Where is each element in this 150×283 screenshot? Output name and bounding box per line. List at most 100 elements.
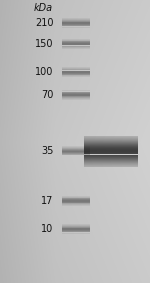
- Bar: [62, 20, 90, 21]
- Bar: [62, 71, 90, 72]
- Bar: [62, 40, 90, 41]
- Bar: [84, 164, 138, 165]
- Bar: [62, 91, 90, 92]
- Bar: [62, 147, 90, 148]
- Bar: [62, 150, 90, 151]
- Bar: [62, 24, 90, 25]
- Bar: [84, 156, 138, 158]
- Bar: [62, 25, 90, 26]
- Bar: [62, 224, 90, 225]
- Bar: [84, 146, 138, 147]
- Bar: [62, 41, 90, 42]
- Bar: [62, 151, 90, 152]
- Bar: [62, 202, 90, 203]
- Bar: [62, 69, 90, 70]
- Bar: [62, 196, 90, 197]
- Bar: [62, 72, 90, 73]
- Bar: [62, 97, 90, 98]
- Bar: [84, 155, 138, 156]
- Bar: [84, 148, 138, 149]
- Bar: [84, 160, 138, 161]
- Bar: [62, 19, 90, 20]
- Bar: [62, 96, 90, 97]
- Bar: [84, 153, 138, 155]
- Bar: [62, 201, 90, 202]
- Text: 17: 17: [41, 196, 53, 206]
- Bar: [62, 197, 90, 198]
- Bar: [84, 161, 138, 162]
- Bar: [84, 140, 138, 141]
- Bar: [62, 148, 90, 149]
- Bar: [84, 137, 138, 138]
- Bar: [62, 98, 90, 99]
- Bar: [62, 22, 90, 23]
- Bar: [84, 143, 138, 144]
- Bar: [62, 204, 90, 205]
- Bar: [62, 200, 90, 201]
- Bar: [62, 47, 90, 48]
- Bar: [62, 154, 90, 155]
- Bar: [62, 43, 90, 44]
- Bar: [62, 228, 90, 229]
- Bar: [62, 226, 90, 227]
- Bar: [62, 92, 90, 93]
- Bar: [62, 90, 90, 91]
- Bar: [62, 21, 90, 22]
- Text: 100: 100: [35, 67, 53, 77]
- Bar: [62, 149, 90, 150]
- Bar: [62, 75, 90, 76]
- Bar: [62, 198, 90, 199]
- Bar: [62, 229, 90, 230]
- Text: kDa: kDa: [34, 3, 53, 13]
- Bar: [84, 165, 138, 166]
- Bar: [62, 42, 90, 43]
- Bar: [84, 141, 138, 142]
- Bar: [62, 67, 90, 68]
- Bar: [84, 145, 138, 146]
- Text: 150: 150: [35, 39, 53, 49]
- Bar: [84, 139, 138, 140]
- Bar: [62, 44, 90, 45]
- Bar: [84, 150, 138, 151]
- Bar: [62, 74, 90, 75]
- Bar: [84, 149, 138, 150]
- Text: 10: 10: [41, 224, 53, 234]
- Bar: [62, 205, 90, 206]
- Bar: [62, 48, 90, 49]
- Bar: [62, 26, 90, 27]
- Bar: [62, 68, 90, 69]
- Bar: [62, 76, 90, 77]
- Bar: [84, 144, 138, 145]
- Bar: [62, 203, 90, 204]
- Bar: [84, 142, 138, 143]
- Bar: [84, 166, 138, 167]
- Bar: [62, 227, 90, 228]
- Bar: [62, 73, 90, 74]
- Bar: [62, 23, 90, 24]
- Bar: [84, 151, 138, 153]
- Bar: [62, 70, 90, 71]
- Bar: [62, 94, 90, 95]
- Bar: [62, 99, 90, 100]
- Bar: [62, 199, 90, 200]
- Bar: [62, 153, 90, 154]
- Bar: [62, 232, 90, 233]
- Bar: [62, 231, 90, 232]
- Text: 210: 210: [35, 18, 53, 28]
- Bar: [84, 162, 138, 163]
- Bar: [84, 138, 138, 139]
- Bar: [84, 147, 138, 148]
- Bar: [84, 159, 138, 160]
- Bar: [84, 136, 138, 137]
- Bar: [84, 163, 138, 164]
- Bar: [62, 93, 90, 94]
- Bar: [62, 45, 90, 46]
- Text: 35: 35: [41, 146, 53, 156]
- Bar: [62, 95, 90, 96]
- Bar: [62, 152, 90, 153]
- Bar: [62, 233, 90, 234]
- Bar: [62, 27, 90, 28]
- Text: 70: 70: [41, 90, 53, 100]
- Bar: [62, 39, 90, 40]
- Bar: [62, 18, 90, 19]
